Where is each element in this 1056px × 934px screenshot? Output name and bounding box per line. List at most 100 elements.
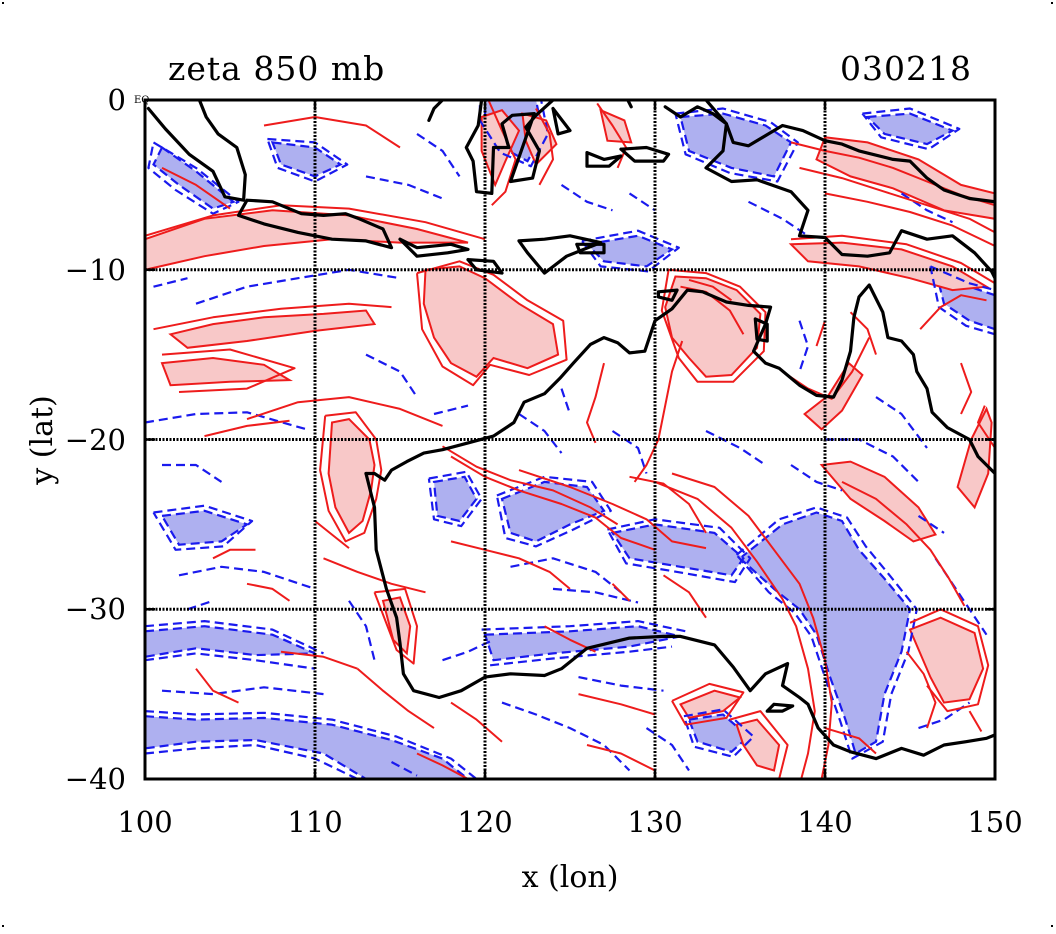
negative-contour-39 [195,268,401,305]
negative-vorticity-region-13 [687,713,751,754]
negative-vorticity-region-4 [500,480,606,543]
positive-contour-22 [799,166,995,234]
negative-contour-27 [501,701,631,772]
positive-contour-10 [633,340,684,483]
coastline-segment-5 [466,258,504,275]
negative-contour-4 [481,620,686,633]
positive-contour-35 [314,520,350,549]
negative-contour-7 [495,475,612,548]
negative-contour-16 [682,708,755,758]
positive-vorticity-region-2 [145,209,469,271]
coastline-segment-3 [236,198,394,250]
coastline-segment-19 [656,288,679,302]
coastline-segment-9 [464,100,555,195]
positive-contour-12 [841,481,966,607]
negative-contour-33 [790,464,843,492]
negative-contour-6 [735,506,918,760]
negative-contour-37 [560,388,572,415]
y-tick-label-0: 0 [108,83,126,117]
negative-contour-35 [611,430,648,474]
x-tick-label-110: 110 [287,805,342,839]
y-tick-label-minus20: −20 [65,423,126,457]
positive-contour-5 [441,445,619,526]
positive-contour-18 [487,100,517,206]
coastline-segment-6 [517,234,603,275]
coastline-segment-18 [753,317,769,343]
negative-contour-14 [929,265,995,336]
positive-contour-2 [246,396,443,427]
corner-mark-bottom-right [1051,925,1053,927]
negative-contour-18 [581,229,680,273]
coastline-segment-0 [364,471,995,761]
positive-vorticity-region-4 [327,418,376,535]
positive-contour-20 [596,102,628,169]
positive-vorticity-fill-layer [145,108,995,772]
coastline-segment-11 [585,151,623,168]
negative-contour-11 [147,141,240,215]
negative-vorticity-region-6 [610,523,745,577]
negative-contour-22 [510,557,622,594]
positive-contour-7 [654,480,816,779]
plot-area [145,100,995,779]
positive-contour-45 [280,650,358,670]
positive-contour-44 [586,744,656,772]
negative-contour-34 [705,430,767,466]
chart-date-stamp: 030218 [840,49,972,88]
negative-contour-36 [518,413,563,454]
positive-contour-41 [578,693,656,716]
gridline-layer [145,100,995,779]
y-axis-label: y (lat) [25,395,60,485]
negative-vorticity-region-12 [160,509,250,546]
positive-contour-1 [161,348,296,393]
negative-contour-42 [162,463,223,483]
positive-contour-37 [212,548,256,560]
coastline-segment-17 [765,702,795,713]
y-tick-label-minus40: −40 [65,762,126,796]
negative-contour-45 [875,396,928,449]
negative-vorticity-region-7 [152,145,236,210]
positive-contour-19 [535,108,554,186]
positive-vorticity-region-9 [908,616,985,704]
positive-contour-48 [824,727,877,755]
coastline-segment-4 [398,237,470,258]
negative-contour-0 [145,710,478,779]
x-axis-label: x (lon) [522,860,619,895]
x-tick-label-120: 120 [457,805,512,839]
equator-tag: EQ [134,95,150,106]
x-tick-label-100: 100 [117,805,172,839]
negative-contour-20 [178,565,316,590]
coastline-segment-10 [551,106,572,136]
positive-contour-51 [849,311,877,355]
coastline-segment-2 [146,100,247,202]
coastline-segment-7 [575,242,606,255]
negative-contour-17 [266,137,349,183]
corner-mark-top-left [2,2,4,4]
negative-contour-24 [348,600,376,661]
corner-mark-bottom-left [2,925,4,927]
positive-contour-0 [153,302,392,331]
positive-contour-30 [960,362,973,415]
x-tick-label-140: 140 [797,805,852,839]
positive-vorticity-region-0 [168,309,377,349]
positive-contour-47 [416,752,469,779]
negative-vorticity-region-1 [145,625,316,658]
negative-contour-5 [489,645,673,667]
positive-vorticity-region-3 [422,265,560,378]
positive-contour-53 [662,574,707,619]
negative-contour-46 [917,514,945,534]
positive-contour-34 [323,557,426,594]
negative-contour-21 [161,686,324,696]
negative-contour-10 [152,504,254,551]
negative-contour-13 [674,107,799,183]
corner-mark-top-right [1051,2,1053,4]
negative-vorticity-region-9 [679,112,793,178]
negative-vorticity-contour-layer [145,100,995,779]
negative-vorticity-region-0 [145,715,470,779]
positive-contour-11 [586,362,605,444]
negative-contour-50 [560,183,613,212]
negative-contour-2 [145,620,324,655]
negative-vorticity-region-5 [432,475,478,523]
positive-contour-23 [824,192,995,247]
positive-contour-29 [919,294,987,330]
